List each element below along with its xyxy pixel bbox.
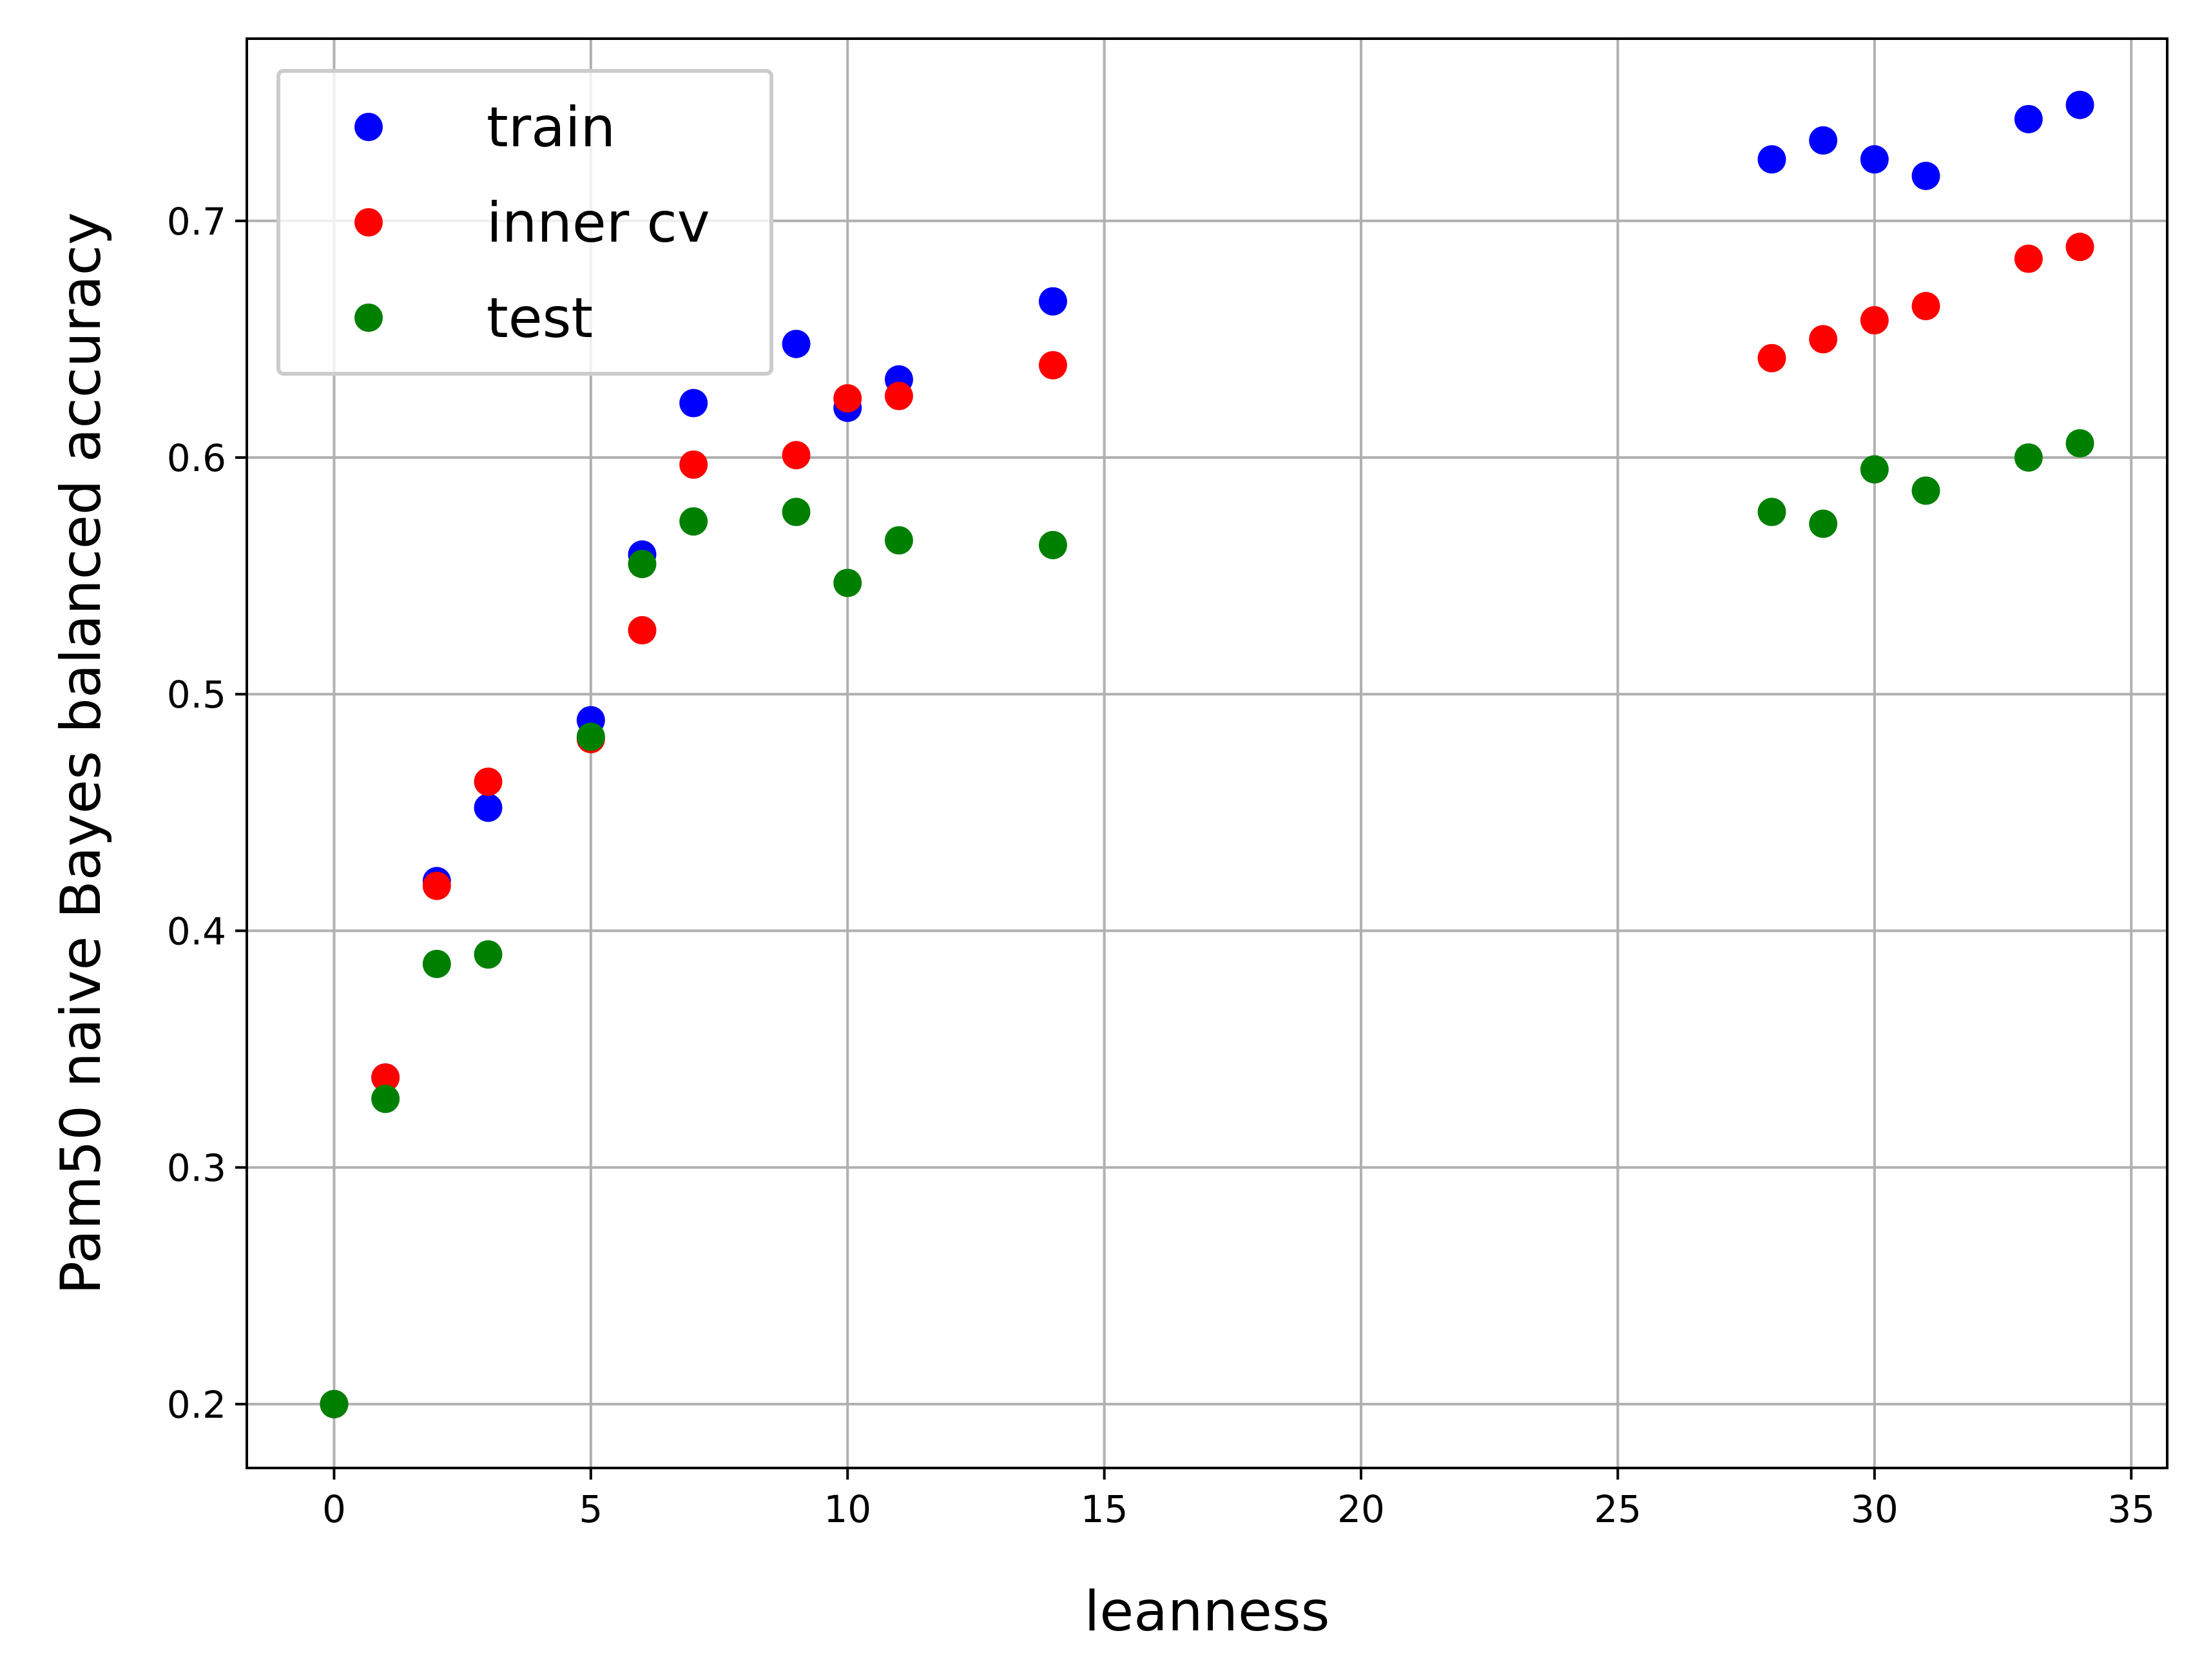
x-tick-label: 20 xyxy=(1337,1487,1385,1531)
x-tick-label: 10 xyxy=(824,1487,871,1531)
axis-ticks: 0 5 10 15 20 25 30 35 0.2 0.3 0.4 0.5 0.6 0.7 xyxy=(167,200,2155,1531)
x-tick-label: 35 xyxy=(2107,1487,2155,1531)
data-point-inner-cv xyxy=(782,441,811,470)
y-tick-label: 0.6 xyxy=(167,436,226,480)
data-point-inner-cv xyxy=(679,450,708,479)
data-point-train xyxy=(1757,145,1786,174)
data-point-test xyxy=(1860,455,1889,484)
x-tick-label: 25 xyxy=(1594,1487,1642,1531)
legend-marker-train xyxy=(354,113,383,141)
data-point-inner-cv xyxy=(422,871,451,900)
data-point-train xyxy=(474,793,503,822)
data-point-inner-cv xyxy=(1038,351,1067,380)
x-tick-label: 15 xyxy=(1081,1487,1128,1531)
x-tick-label: 30 xyxy=(1851,1487,1898,1531)
data-point-test xyxy=(371,1085,400,1114)
data-point-test xyxy=(474,940,503,969)
legend-box xyxy=(276,69,773,376)
data-point-test xyxy=(2014,443,2043,472)
data-point-train xyxy=(1809,126,1838,155)
data-point-train xyxy=(1911,161,1940,190)
y-tick-label: 0.7 xyxy=(167,200,226,244)
data-point-inner-cv xyxy=(2014,244,2043,273)
data-point-test xyxy=(782,497,811,526)
data-point-test xyxy=(422,949,451,978)
data-point-inner-cv xyxy=(884,381,913,410)
data-point-test xyxy=(884,526,913,555)
data-point-train xyxy=(1038,287,1067,316)
data-point-train xyxy=(782,329,811,358)
data-point-inner-cv xyxy=(628,616,657,645)
y-tick-label: 0.3 xyxy=(167,1146,226,1190)
data-points xyxy=(320,90,2094,1418)
legend-label: test xyxy=(487,286,593,351)
x-tick-label: 5 xyxy=(579,1487,603,1531)
data-point-test xyxy=(1911,476,1940,505)
gridlines xyxy=(247,39,2167,1468)
y-tick-label: 0.5 xyxy=(167,673,226,717)
data-point-inner-cv xyxy=(1757,343,1786,372)
data-point-train xyxy=(679,389,708,418)
legend-label: inner cv xyxy=(487,191,710,255)
data-point-test xyxy=(679,507,708,536)
data-point-test xyxy=(1757,497,1786,526)
legend-label: train xyxy=(487,95,615,160)
data-point-train xyxy=(2014,104,2043,133)
plot-area-frame xyxy=(246,37,2168,1469)
data-point-test xyxy=(2065,429,2094,458)
legend-marker-inner-cv xyxy=(354,208,383,237)
data-point-test xyxy=(320,1389,349,1418)
data-point-inner-cv xyxy=(833,384,862,413)
legend: train inner cv test xyxy=(276,69,773,376)
x-axis-label: leanness xyxy=(1084,1579,1329,1644)
data-point-test xyxy=(1809,509,1838,538)
data-point-test xyxy=(576,722,605,751)
data-point-train xyxy=(1860,145,1889,174)
data-point-inner-cv xyxy=(371,1063,400,1092)
x-tick-label: 0 xyxy=(322,1487,346,1531)
data-point-train xyxy=(2065,90,2094,119)
data-point-test xyxy=(1038,530,1067,559)
legend-marker-test xyxy=(354,304,383,332)
data-point-inner-cv xyxy=(474,768,503,797)
data-point-inner-cv xyxy=(1860,305,1889,334)
data-point-test xyxy=(833,568,862,597)
y-tick-label: 0.2 xyxy=(167,1383,226,1427)
data-point-test xyxy=(628,550,657,579)
data-point-inner-cv xyxy=(1809,325,1838,354)
data-point-inner-cv xyxy=(2065,233,2094,262)
y-axis-label: Pam50 naive Bayes balanced accuracy xyxy=(49,212,113,1295)
data-point-inner-cv xyxy=(1911,291,1940,320)
y-tick-label: 0.4 xyxy=(167,909,226,953)
